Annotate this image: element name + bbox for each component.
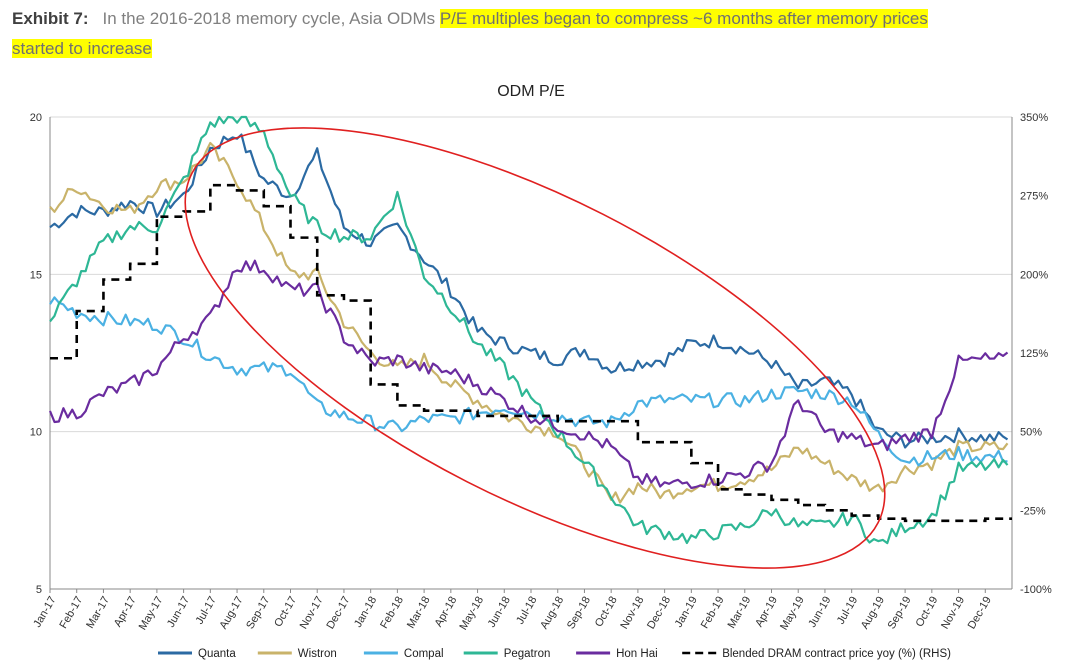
x-tick-label: Aug-19 bbox=[859, 595, 887, 632]
x-tick-label: May-18 bbox=[457, 595, 486, 633]
legend-label: Wistron bbox=[298, 648, 337, 660]
legend-label: Pegatron bbox=[504, 648, 551, 660]
series-line-pegatron bbox=[49, 115, 1009, 545]
series-line-quanta bbox=[49, 133, 1009, 449]
legend-label: Compal bbox=[404, 648, 444, 660]
x-tick-label: Apr-19 bbox=[753, 595, 780, 630]
series-line-compal bbox=[49, 296, 1008, 467]
x-tick-label: Dec-19 bbox=[966, 595, 994, 632]
x-tick-label: Jan-18 bbox=[352, 595, 379, 630]
x-tick-label: Nov-18 bbox=[618, 595, 646, 632]
x-tick-label: Aug-18 bbox=[538, 595, 566, 632]
x-tick-label: Sep-19 bbox=[886, 595, 914, 632]
series-line-dram bbox=[50, 183, 1012, 523]
series-line-hon-hai bbox=[48, 259, 1009, 490]
x-tick-label: Oct-18 bbox=[593, 595, 620, 630]
x-tick-label: Apr-18 bbox=[433, 595, 460, 630]
x-tick-label: Jun-18 bbox=[486, 595, 513, 630]
x-tick-label: Jun-17 bbox=[165, 595, 192, 630]
x-tick-label: Nov-19 bbox=[939, 595, 967, 632]
x-tick-label: Jul-17 bbox=[194, 595, 219, 627]
legend-label: Blended DRAM contract price yoy (%) (RHS… bbox=[722, 648, 951, 660]
y-tick-label: 15 bbox=[30, 269, 42, 281]
x-tick-label: Apr-17 bbox=[112, 595, 139, 630]
x-tick-label: Mar-18 bbox=[405, 595, 433, 631]
x-tick-label: May-17 bbox=[137, 595, 166, 633]
y2-tick-label: -100% bbox=[1020, 584, 1052, 596]
highlight-ellipse bbox=[184, 127, 886, 569]
x-tick-label: Dec-18 bbox=[645, 595, 673, 632]
x-tick-label: Oct-19 bbox=[914, 595, 941, 630]
x-tick-label: Jul-18 bbox=[514, 595, 539, 627]
y-tick-label: 10 bbox=[30, 427, 42, 439]
y-tick-label: 20 bbox=[30, 112, 42, 124]
y2-tick-label: 350% bbox=[1020, 112, 1048, 124]
x-tick-label: Jan-17 bbox=[31, 595, 58, 630]
x-tick-label: Feb-18 bbox=[378, 595, 406, 631]
y2-tick-label: 125% bbox=[1020, 348, 1048, 360]
y2-tick-label: 200% bbox=[1020, 269, 1048, 281]
x-tick-label: Dec-17 bbox=[324, 595, 352, 632]
y-tick-label: 5 bbox=[36, 584, 42, 596]
chart-title: ODM P/E bbox=[497, 83, 565, 100]
exhibit-caption: Exhibit 7: In the 2016-2018 memory cycle,… bbox=[12, 4, 1072, 64]
x-tick-label: Oct-17 bbox=[272, 595, 299, 630]
exhibit-text: In the 2016-2018 memory cycle, Asia ODMs bbox=[102, 9, 440, 28]
y2-tick-label: -25% bbox=[1020, 505, 1046, 517]
x-tick-label: Aug-17 bbox=[218, 595, 246, 632]
x-tick-label: May-19 bbox=[778, 595, 807, 633]
legend-label: Quanta bbox=[198, 648, 236, 660]
x-tick-label: Mar-17 bbox=[84, 595, 112, 631]
y2-tick-label: 50% bbox=[1020, 427, 1042, 439]
x-tick-label: Nov-17 bbox=[298, 595, 326, 632]
exhibit-label: Exhibit 7: bbox=[12, 9, 89, 28]
exhibit-highlight-2: started to increase bbox=[12, 39, 152, 58]
x-tick-label: Jun-19 bbox=[806, 595, 833, 630]
x-tick-label: Sep-17 bbox=[244, 595, 272, 632]
y2-tick-label: 275% bbox=[1020, 191, 1048, 203]
x-tick-label: Jan-19 bbox=[673, 595, 700, 630]
x-tick-label: Feb-17 bbox=[57, 595, 85, 631]
x-tick-label: Feb-19 bbox=[699, 595, 727, 631]
x-tick-label: Sep-18 bbox=[565, 595, 593, 632]
legend-label: Hon Hai bbox=[616, 648, 658, 660]
series-line-wistron bbox=[49, 141, 1009, 504]
exhibit-highlight-1: P/E multiples began to compress ~6 month… bbox=[439, 9, 928, 28]
x-tick-label: Jul-19 bbox=[835, 595, 860, 627]
x-tick-label: Mar-19 bbox=[726, 595, 754, 631]
